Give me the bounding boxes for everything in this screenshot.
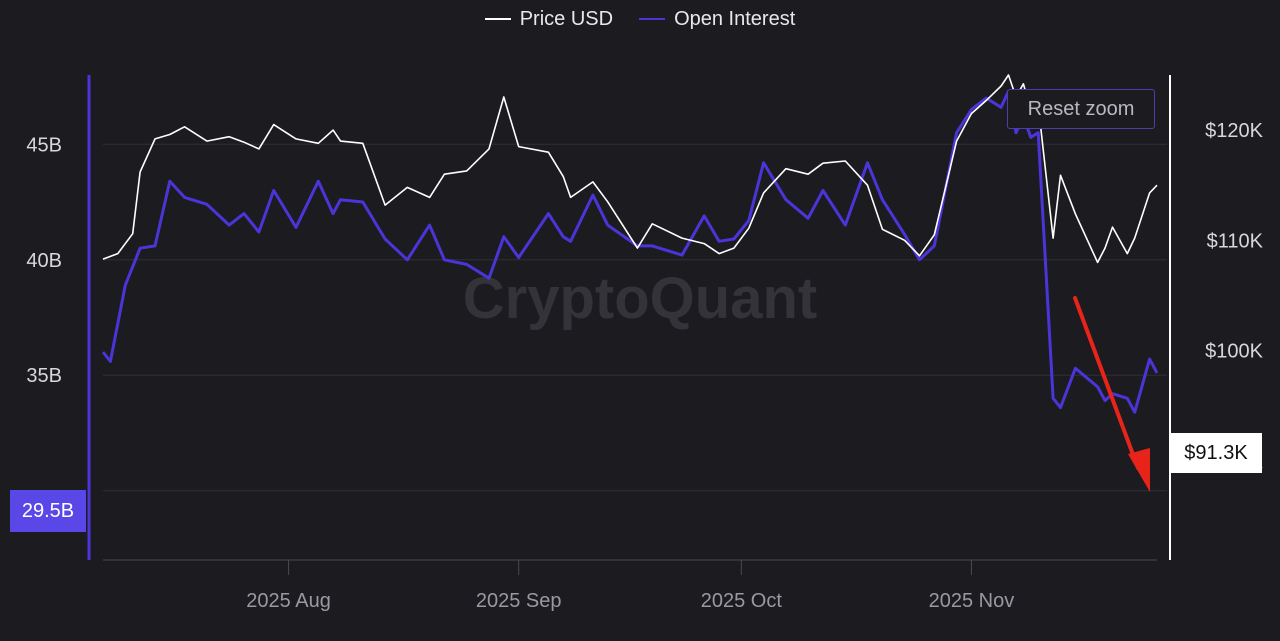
right-axis-tick-label: $120K (1205, 120, 1263, 142)
annotation-arrow-head (1128, 448, 1150, 492)
reset-zoom-button[interactable]: Reset zoom (1007, 89, 1155, 129)
open-interest-line-swatch (639, 18, 666, 20)
left-axis-tick-label: 40B (26, 250, 62, 272)
legend-item-price[interactable]: Price USD (484, 6, 614, 32)
right-axis-tick-label: $110K (1207, 230, 1264, 252)
annotation-arrow-shaft (1073, 296, 1140, 470)
legend-label-open-interest: Open Interest (674, 7, 796, 30)
watermark-text: CryptoQuant (463, 266, 817, 331)
x-axis-tick-label: 2025 Nov (929, 590, 1015, 612)
left-axis-tick-label: 45B (26, 134, 62, 156)
current-open-interest-badge: 29.5B (10, 490, 86, 532)
right-axis-tick-label: $100K (1205, 341, 1263, 363)
left-axis-tick-label: 35B (26, 365, 62, 387)
price-line-swatch (484, 18, 511, 20)
x-axis-tick-label: 2025 Sep (476, 590, 562, 612)
x-axis-tick-label: 2025 Aug (246, 590, 331, 612)
chart-legend: Price USD Open Interest (0, 6, 1280, 32)
current-price-badge: $91.3K (1170, 433, 1262, 473)
legend-label-price: Price USD (519, 7, 614, 30)
open-interest-series-line (101, 89, 1159, 414)
legend-item-open-interest[interactable]: Open Interest (639, 6, 795, 32)
price-series-line (102, 74, 1158, 264)
x-axis-tick-label: 2025 Oct (701, 590, 783, 612)
